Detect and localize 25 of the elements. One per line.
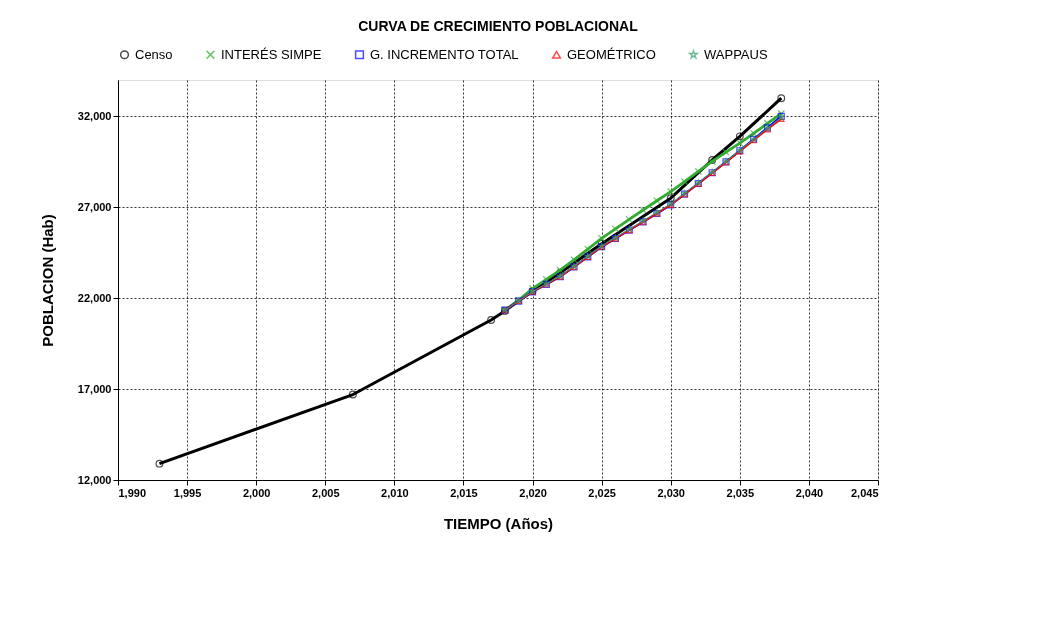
x-tick-label: 2,015 — [450, 486, 478, 499]
x-tick-label: 2,045 — [850, 486, 879, 499]
y-tick-label: 22,000 — [77, 291, 112, 304]
legend-label: G. INCREMENTO TOTAL — [370, 46, 519, 62]
y-tick-label: 12,000 — [77, 473, 112, 486]
y-tick-label: 32,000 — [77, 109, 112, 122]
legend-label: GEOMÉTRICO — [567, 46, 656, 62]
x-tick-label: 2,010 — [381, 486, 409, 499]
y-axis-title: POBLACION (Hab) — [38, 214, 56, 347]
x-tick-label: 1,995 — [173, 486, 202, 499]
x-tick-label: 2,020 — [519, 486, 547, 499]
x-axis-title: TIEMPO (Años) — [443, 514, 554, 532]
legend-label: WAPPAUS — [704, 46, 768, 62]
chart-title: CURVA DE CRECIMIENTO POBLACIONAL — [358, 18, 639, 34]
x-tick-label: 2,040 — [795, 486, 824, 499]
x-tick-label: 2,025 — [588, 486, 616, 499]
y-tick-label: 17,000 — [77, 382, 112, 395]
legend-label: Censo — [135, 46, 173, 62]
x-tick-label: 2,005 — [312, 486, 340, 499]
x-tick-label: 2,035 — [726, 486, 755, 499]
x-tick-label: 2,030 — [657, 486, 685, 499]
x-tick-label: 1,990 — [118, 486, 147, 499]
legend-label: INTERÉS SIMPE — [221, 46, 322, 62]
y-tick-label: 27,000 — [77, 200, 112, 213]
x-tick-label: 2,000 — [242, 486, 271, 499]
